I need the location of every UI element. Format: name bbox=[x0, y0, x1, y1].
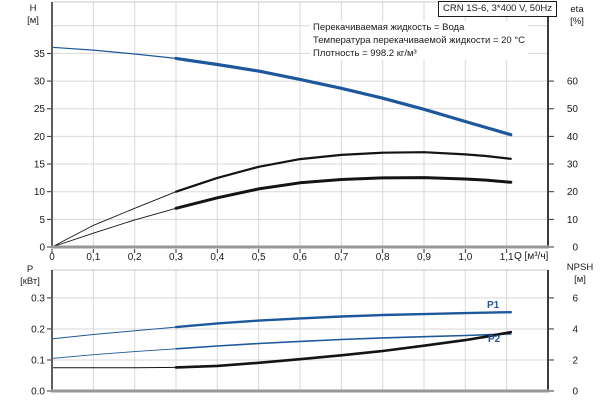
q-axis-title: Q [м³/ч] bbox=[514, 251, 549, 262]
svg-text:10: 10 bbox=[567, 215, 579, 226]
axis-title-line: P bbox=[26, 264, 34, 275]
chart-title: CRN 1S-6, 3*400 V, 50Hz bbox=[438, 1, 557, 17]
svg-text:0,2: 0,2 bbox=[128, 252, 142, 263]
svg-text:0,3: 0,3 bbox=[169, 252, 183, 263]
svg-text:0,4: 0,4 bbox=[210, 252, 224, 263]
svg-text:30: 30 bbox=[567, 160, 579, 171]
svg-text:6: 6 bbox=[572, 293, 578, 304]
svg-text:0: 0 bbox=[39, 243, 45, 254]
svg-text:10: 10 bbox=[34, 187, 46, 198]
axis-title-line: H bbox=[29, 3, 37, 14]
svg-text:0: 0 bbox=[572, 243, 578, 254]
svg-text:0.2: 0.2 bbox=[31, 324, 45, 335]
fluid-info-line: Плотность = 998.2 кг/м³ bbox=[313, 48, 417, 59]
svg-text:40: 40 bbox=[567, 132, 579, 143]
svg-text:0.1: 0.1 bbox=[31, 355, 45, 366]
axis-title-line: [%] bbox=[570, 15, 584, 27]
svg-text:20: 20 bbox=[567, 187, 579, 198]
svg-text:20: 20 bbox=[34, 132, 46, 143]
svg-text:0,7: 0,7 bbox=[334, 252, 348, 263]
svg-text:0,1: 0,1 bbox=[86, 252, 100, 263]
fluid-info-line: Температура перекачиваемой жидкости = 20… bbox=[313, 35, 525, 46]
npsh-axis-title: NPSH [м] bbox=[558, 262, 600, 285]
p1-curve-label: P1 bbox=[487, 300, 500, 311]
svg-text:35: 35 bbox=[34, 49, 46, 60]
axis-title-line: NPSH bbox=[566, 262, 594, 273]
svg-text:1,0: 1,0 bbox=[458, 252, 472, 263]
svg-text:0,8: 0,8 bbox=[376, 252, 390, 263]
axis-title-line: eta bbox=[570, 4, 584, 15]
svg-text:2: 2 bbox=[572, 355, 578, 366]
eta-axis-title: eta [%] bbox=[560, 4, 594, 27]
svg-text:1,1: 1,1 bbox=[500, 252, 514, 263]
svg-text:30: 30 bbox=[34, 77, 46, 88]
fluid-info: Перекачиваемая жидкость = Вода Температу… bbox=[310, 21, 528, 60]
p2-curve-label: P2 bbox=[488, 334, 501, 345]
svg-text:0.0: 0.0 bbox=[31, 387, 45, 398]
svg-text:5: 5 bbox=[39, 215, 45, 226]
svg-text:50: 50 bbox=[567, 104, 579, 115]
svg-text:0,9: 0,9 bbox=[417, 252, 431, 263]
axis-title-line: [м] bbox=[574, 273, 586, 285]
svg-text:0: 0 bbox=[572, 387, 578, 398]
svg-text:25: 25 bbox=[34, 104, 46, 115]
svg-text:0.3: 0.3 bbox=[31, 293, 45, 304]
axis-title-line: [кВт] bbox=[20, 275, 40, 287]
svg-text:4: 4 bbox=[572, 324, 578, 335]
svg-text:0,6: 0,6 bbox=[293, 252, 307, 263]
svg-text:0,5: 0,5 bbox=[252, 252, 266, 263]
svg-text:60: 60 bbox=[567, 77, 579, 88]
svg-text:0: 0 bbox=[49, 252, 55, 263]
svg-text:15: 15 bbox=[34, 160, 46, 171]
h-axis-title: H [м] bbox=[19, 3, 47, 26]
axis-title-line: [м] bbox=[27, 14, 39, 26]
fluid-info-line: Перекачиваемая жидкость = Вода bbox=[313, 22, 465, 33]
p-axis-title: P [кВт] bbox=[12, 264, 48, 287]
